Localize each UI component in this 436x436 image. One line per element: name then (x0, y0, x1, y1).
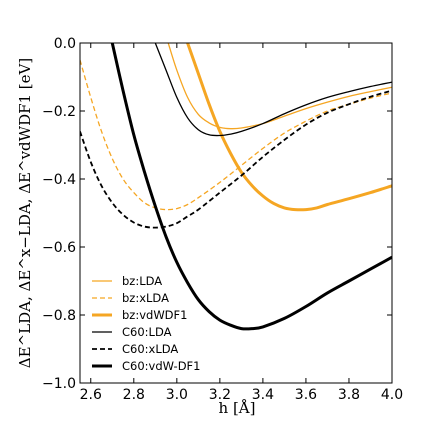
legend: bz:LDA bz:xLDA bz:vdWDF1 C60:LDA C60:xLDA C60… (92, 274, 200, 373)
x-tick-label: 2.8 (123, 387, 145, 403)
legend-label: bz:LDA (122, 274, 162, 288)
x-tick-label: 4.0 (381, 387, 403, 403)
series-line-c60-vdw-df1 (110, 43, 392, 331)
y-axis-label: ΔE^LDA, ΔE^x−LDA, ΔE^vdWDF1 [eV] (16, 58, 34, 368)
y-tick-label: −0.2 (42, 104, 76, 120)
y-tick-label: −1.0 (42, 376, 76, 392)
series-line-c60-xlda (80, 89, 392, 229)
y-tick-label: 0.0 (54, 36, 76, 52)
x-tick-label: 3.8 (338, 387, 360, 403)
axes: 2.6 2.8 3.0 3.2 3.4 3.6 3.8 4.0 −1.0 −0.8 −0.6 −0.4… (42, 36, 403, 403)
legend-label: C60:LDA (122, 325, 172, 339)
legend-label: C60:xLDA (122, 342, 178, 356)
legend-label: bz:xLDA (122, 291, 169, 305)
legend-label: bz:vdWDF1 (122, 308, 187, 322)
series-line-c60-lda (154, 43, 392, 137)
x-tick-label: 3.4 (252, 387, 274, 403)
plot-area (80, 43, 392, 331)
x-tick-label: 2.6 (80, 387, 102, 403)
series-line-bz-xlda (80, 59, 392, 211)
x-axis-label: h [Å] (219, 399, 256, 417)
series-line-bz-vdwdf1 (186, 43, 392, 212)
y-tick-label: −0.8 (42, 308, 76, 324)
y-tick-label: −0.4 (42, 172, 76, 188)
x-tick-label: 3.6 (295, 387, 317, 403)
plot-frame (79, 42, 393, 384)
x-tick-label: 3.2 (209, 387, 231, 403)
legend-label: C60:vdW-DF1 (122, 359, 200, 373)
y-tick-label: −0.6 (42, 240, 76, 256)
series-line-bz-lda (167, 43, 392, 130)
x-tick-label: 3.0 (166, 387, 188, 403)
